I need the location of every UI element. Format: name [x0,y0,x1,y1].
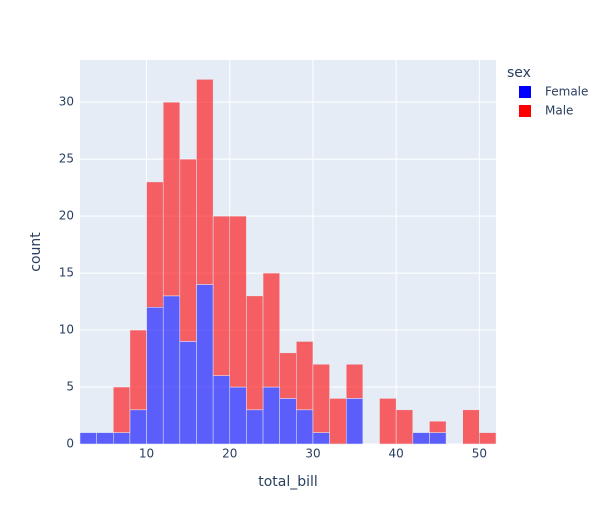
y-tick-label: 30 [59,95,74,109]
y-tick-label: 25 [59,152,74,166]
bar [113,386,131,433]
bar [395,409,414,445]
bar [179,158,197,342]
bar [196,284,214,445]
bar [312,432,330,445]
y-tick-label: 15 [59,266,74,280]
bar [229,386,247,445]
x-tick-label: 10 [139,447,154,461]
bar [246,295,264,411]
bar [279,398,297,445]
legend-swatch[interactable] [519,105,531,117]
bar [296,409,314,445]
bar [162,101,181,297]
x-axis-title: total_bill [258,474,318,490]
legend-label[interactable]: Female [545,85,588,99]
bar [129,409,147,445]
bar [462,409,480,445]
x-tick-label: 20 [222,447,237,461]
bar [229,215,247,388]
y-tick-label: 5 [66,380,74,394]
bar [196,79,214,285]
bar [96,432,114,445]
bar [162,295,181,445]
bar [279,352,297,399]
x-tick-label: 40 [389,447,404,461]
bar [179,341,197,445]
x-tick-label: 50 [472,447,487,461]
bar [129,329,147,411]
bar [379,398,397,445]
bar [212,215,231,376]
bar [262,386,280,445]
legend-label[interactable]: Male [545,104,573,118]
y-axis-title: count [28,232,44,272]
legend-title: sex [507,65,531,81]
bar [246,409,264,445]
bar [329,398,347,445]
legend-swatch[interactable] [519,86,531,98]
bar [429,420,447,433]
x-tick-label: 30 [305,447,320,461]
y-tick-label: 0 [66,437,74,451]
bar [146,307,164,445]
bar [345,398,364,445]
bar [212,375,231,445]
bar [345,363,364,399]
bar [262,272,280,388]
bar [79,432,97,445]
bar [312,363,330,433]
bar [429,432,447,445]
bar [479,432,497,445]
y-tick-label: 20 [59,209,74,223]
bar [412,432,430,445]
bar [296,341,314,411]
bar [113,432,131,445]
y-tick-label: 10 [59,323,74,337]
bar [146,181,164,308]
